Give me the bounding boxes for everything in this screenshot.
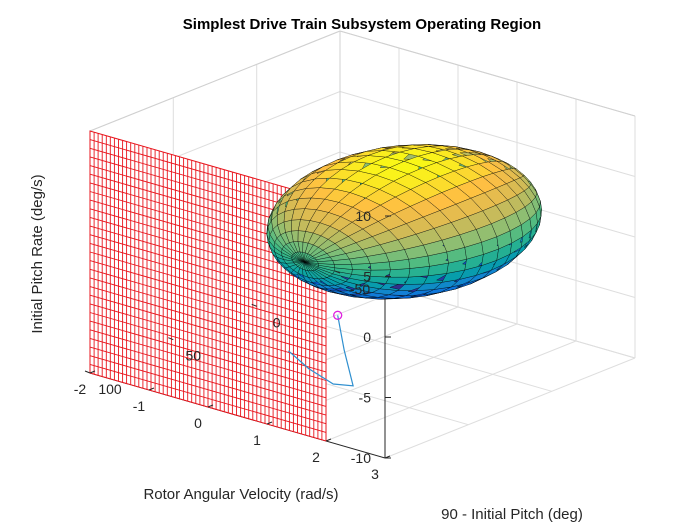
- z-tick-label: 10: [355, 208, 371, 224]
- x-axis-label: Rotor Angular Velocity (rad/s): [143, 486, 338, 503]
- y-axis-label: 90 - Initial Pitch (deg): [441, 506, 583, 523]
- z-tick-label: 5: [363, 269, 371, 285]
- z-tick-label: -10: [351, 450, 371, 466]
- ellipsoid-surface: [267, 144, 542, 299]
- x-tick-mark: [326, 439, 331, 441]
- y-tick-label: 0: [273, 314, 281, 330]
- surface-patch: [284, 220, 292, 232]
- x-tick-label: -2: [74, 381, 87, 397]
- chart-title: Simplest Drive Train Subsystem Operating…: [183, 16, 541, 33]
- z-tick-label: -5: [359, 390, 372, 406]
- box-edge: [340, 31, 635, 116]
- y-tick-label: 50: [186, 348, 202, 364]
- x-tick-label: 0: [194, 415, 202, 431]
- x-tick-label: 1: [253, 432, 261, 448]
- x-tick-label: -1: [133, 398, 146, 414]
- x-tick-label: 3: [371, 466, 379, 482]
- y-tick-label: 100: [98, 381, 122, 397]
- y-tick-mark: [85, 371, 90, 373]
- boundary-plane: [90, 131, 326, 441]
- x-tick-label: 2: [312, 449, 320, 465]
- box-edge: [90, 31, 340, 131]
- z-axis-label: Initial Pitch Rate (deg/s): [29, 174, 46, 333]
- z-tick-label: 0: [363, 329, 371, 345]
- grid-line: [385, 358, 635, 458]
